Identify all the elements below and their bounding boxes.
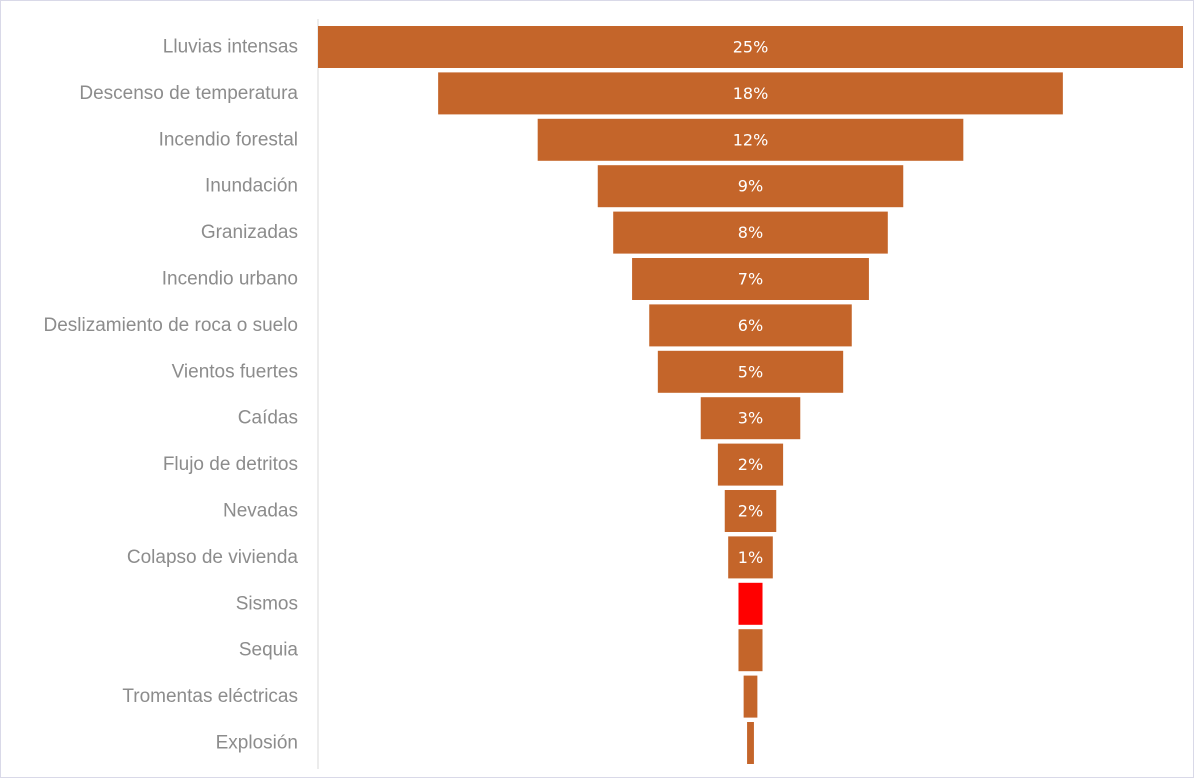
data-label: 1% bbox=[738, 548, 763, 567]
category-label: Inundación bbox=[205, 176, 298, 197]
bar bbox=[537, 118, 964, 161]
category-label: Flujo de detritos bbox=[163, 454, 298, 475]
bar bbox=[632, 258, 869, 300]
category-label: Lluvias intensas bbox=[163, 37, 298, 58]
data-label: 2% bbox=[738, 455, 763, 474]
data-label: 12% bbox=[733, 130, 769, 149]
data-label: 9% bbox=[738, 177, 763, 196]
data-label: 25% bbox=[733, 38, 769, 57]
bar bbox=[700, 397, 801, 440]
bar bbox=[743, 675, 758, 718]
bar bbox=[438, 72, 1063, 115]
data-label: 18% bbox=[733, 84, 769, 103]
category-label: Descenso de temperatura bbox=[79, 83, 298, 104]
category-label: Sismos bbox=[236, 593, 298, 614]
category-label: Deslizamiento de roca o suelo bbox=[43, 315, 298, 336]
bar bbox=[613, 211, 888, 254]
category-label: Colapso de vivienda bbox=[127, 547, 299, 568]
bar bbox=[717, 443, 784, 486]
data-label: 5% bbox=[738, 362, 763, 381]
data-labels: 25% 18% 12% 9% 8% 7% 6% 5% 3% 2% 2% 1% bbox=[733, 38, 769, 567]
category-label: Incendio urbano bbox=[162, 269, 298, 290]
data-label: 7% bbox=[738, 270, 763, 289]
category-label: Caídas bbox=[238, 408, 298, 429]
data-label: 6% bbox=[738, 316, 763, 335]
category-labels: Lluvias intensas Descenso de temperatura I… bbox=[43, 37, 298, 754]
bar bbox=[597, 165, 904, 208]
bar bbox=[649, 304, 852, 347]
category-label: Nevadas bbox=[223, 501, 298, 522]
bar bbox=[657, 350, 844, 393]
data-label: 2% bbox=[738, 502, 763, 521]
bar bbox=[728, 536, 773, 579]
category-label: Explosión bbox=[216, 733, 298, 754]
category-label: Granizadas bbox=[201, 222, 298, 243]
data-label: 8% bbox=[738, 223, 763, 242]
bar bbox=[724, 490, 777, 532]
bars bbox=[318, 26, 1183, 764]
data-label: 3% bbox=[738, 409, 763, 428]
bar bbox=[738, 582, 763, 625]
category-label: Sequia bbox=[239, 640, 299, 661]
category-label: Tromentas eléctricas bbox=[122, 686, 298, 707]
bar bbox=[738, 629, 763, 672]
bar bbox=[747, 722, 754, 764]
bar bbox=[318, 26, 1183, 68]
category-label: Vientos fuertes bbox=[172, 361, 298, 382]
category-label: Incendio forestal bbox=[159, 129, 298, 150]
